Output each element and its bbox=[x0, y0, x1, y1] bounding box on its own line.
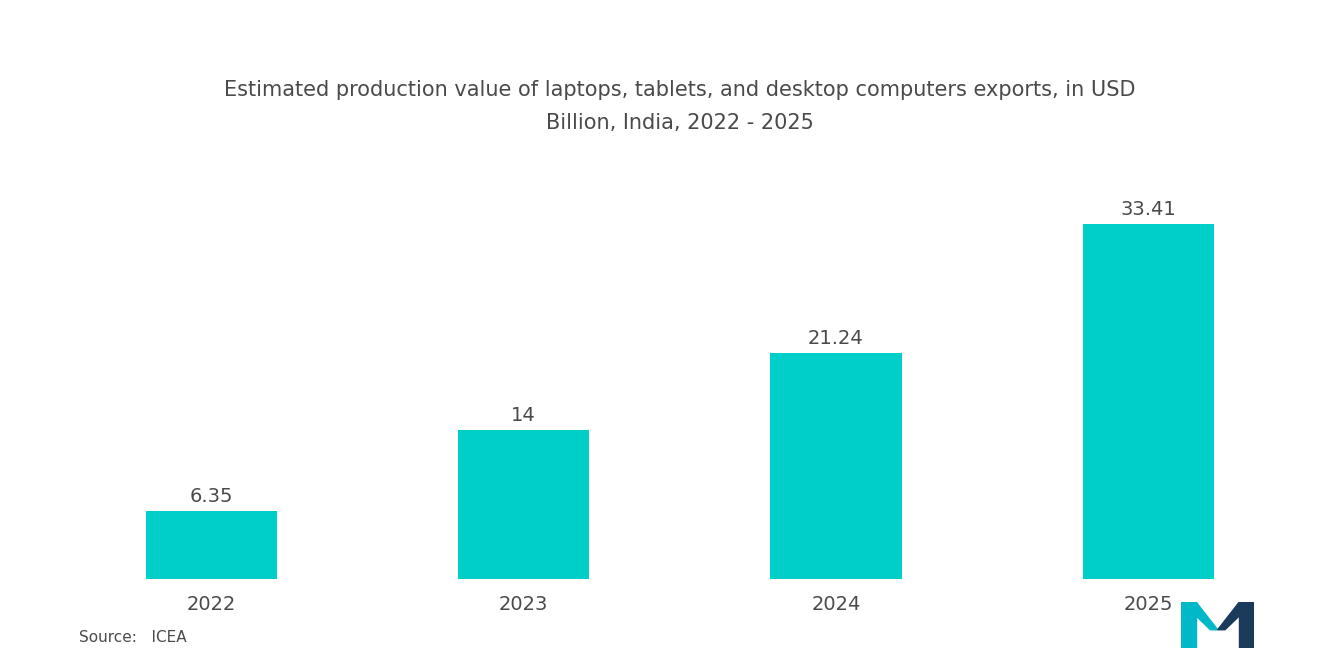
Bar bbox=[1239, 602, 1254, 648]
Text: 14: 14 bbox=[511, 406, 536, 425]
Text: 33.41: 33.41 bbox=[1121, 200, 1176, 219]
Bar bbox=[145, 511, 277, 579]
Title: Estimated production value of laptops, tablets, and desktop computers exports, i: Estimated production value of laptops, t… bbox=[224, 80, 1135, 133]
Text: 21.24: 21.24 bbox=[808, 329, 863, 348]
Bar bbox=[771, 353, 902, 579]
Bar bbox=[458, 430, 589, 579]
Text: Source:   ICEA: Source: ICEA bbox=[79, 630, 187, 645]
Text: 6.35: 6.35 bbox=[190, 487, 234, 506]
Polygon shape bbox=[1217, 602, 1254, 630]
Bar bbox=[1082, 224, 1214, 579]
Polygon shape bbox=[1181, 602, 1217, 630]
Bar bbox=[1181, 602, 1196, 648]
